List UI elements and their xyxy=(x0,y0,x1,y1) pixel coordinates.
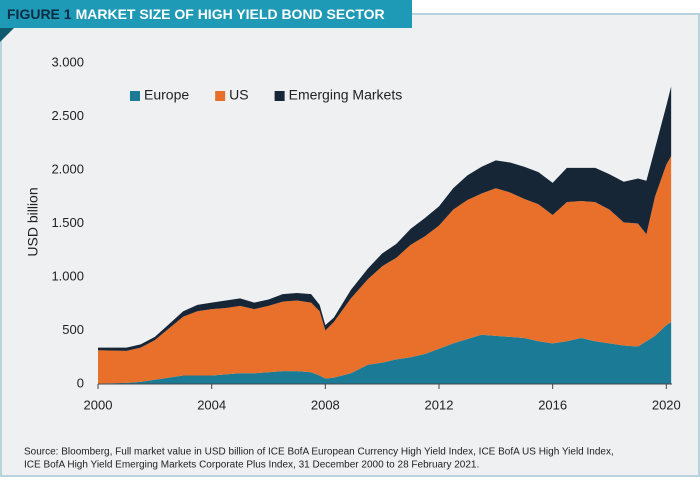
y-axis-label: USD billion xyxy=(25,187,41,256)
plot: 0 500 1.000 1.500 2.000 2.500 3.000 2000 2004 200… xyxy=(51,54,680,412)
source-line: ICE BofA High Yield Emerging Markets Cor… xyxy=(24,460,479,471)
corner xyxy=(0,28,14,42)
legend-swatch xyxy=(274,91,285,101)
legend-label: Emerging Markets xyxy=(289,87,403,103)
x-tick-label: 2004 xyxy=(197,397,226,412)
y-tick-label: 500 xyxy=(62,322,84,337)
legend-label: Europe xyxy=(144,87,189,103)
y-tick-label: 1.500 xyxy=(51,215,84,230)
x-tick-label: 2000 xyxy=(84,397,113,412)
legend-swatch xyxy=(130,91,140,101)
x-tick-label: 2016 xyxy=(538,397,567,412)
source-line: Source: Bloomberg, Full market value in … xyxy=(24,447,614,458)
y-tick-label: 3.000 xyxy=(51,54,84,69)
header-bar xyxy=(0,0,412,28)
x-tick-label: 2020 xyxy=(652,397,681,412)
y-tick-label: 2.500 xyxy=(51,108,84,123)
legend-label: US xyxy=(229,87,248,103)
chart-title: MARKET SIZE OF HIGH YIELD BOND SECTOR xyxy=(76,6,385,22)
y-tick-label: 2.000 xyxy=(51,161,84,176)
y-tick-label: 0 xyxy=(77,375,84,390)
x-tick-label: 2012 xyxy=(425,397,454,412)
x-tick-label: 2008 xyxy=(311,397,340,412)
y-tick-label: 1.000 xyxy=(51,268,84,283)
header: FIGURE 1 MARKET SIZE OF HIGH YIELD BOND S… xyxy=(7,6,385,22)
area xyxy=(98,156,672,384)
area xyxy=(98,321,672,384)
legend-swatch xyxy=(215,91,226,101)
figure-label: FIGURE 1 xyxy=(7,6,72,22)
